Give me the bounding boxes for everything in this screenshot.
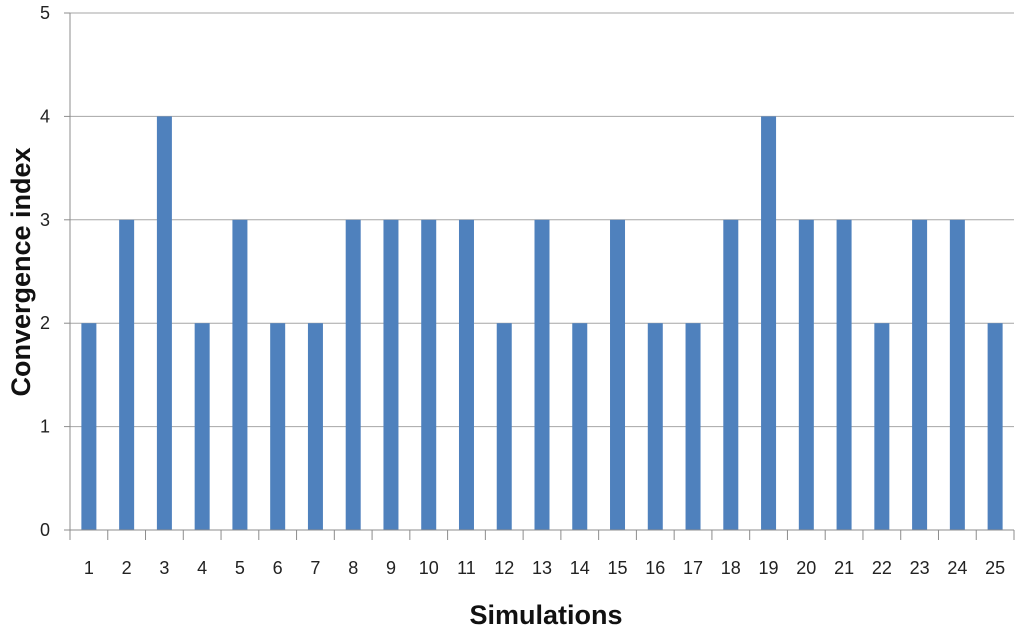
x-tick-label: 1 [84,558,94,578]
x-tick-label: 2 [122,558,132,578]
bar [949,219,965,531]
x-tick-label: 12 [494,558,514,578]
x-tick-label: 16 [645,558,665,578]
x-tick-label: 20 [796,558,816,578]
bar [836,219,852,531]
y-tick-labels: 0 1 2 3 4 5 [40,3,50,540]
y-tick-label: 4 [40,106,50,126]
x-axis-title: Simulations [469,600,622,630]
bar [685,323,701,530]
x-tick-label: 21 [834,558,854,578]
bar [81,323,97,530]
y-tick-label: 5 [40,3,50,23]
x-tick-label: 8 [348,558,358,578]
y-axis-title: Convergence index [6,147,36,396]
bar [496,323,512,530]
bar [761,116,777,531]
y-tick-label: 1 [40,417,50,437]
bar [534,219,550,531]
bar [232,219,248,531]
bar [987,323,1003,530]
bar [345,219,361,531]
bar [383,219,399,531]
x-tick-label: 4 [197,558,207,578]
bar [912,219,928,531]
y-tick-label: 3 [40,210,50,230]
x-tick-label: 19 [759,558,779,578]
bar [194,323,210,530]
bar [156,116,172,531]
y-tick-label: 0 [40,520,50,540]
x-tick-label: 18 [721,558,741,578]
bar [798,219,814,531]
x-tick-label: 22 [872,558,892,578]
bar [572,323,588,530]
bars [81,116,1003,531]
x-tick-label: 11 [457,558,476,578]
x-tick-label: 10 [419,558,439,578]
bar [421,219,437,531]
x-tick-labels: 1 2 3 4 5 6 7 8 9 10 11 12 13 14 15 16 17 18 19 20 21 22 23 24 2… [84,558,1005,578]
x-tick-label: 23 [910,558,930,578]
bar [458,219,474,531]
axes [64,12,1015,540]
x-tick-label: 13 [532,558,552,578]
x-tick-label: 6 [273,558,283,578]
bar [647,323,663,530]
x-tick-label: 3 [159,558,169,578]
y-tick-label: 2 [40,313,50,333]
x-tick-label: 15 [608,558,628,578]
bar [610,219,626,531]
bar [723,219,739,531]
bar [270,323,286,530]
x-tick-label: 14 [570,558,590,578]
x-tick-label: 5 [235,558,245,578]
bar [119,219,135,531]
bar [874,323,890,530]
x-tick-label: 9 [386,558,396,578]
bar [307,323,323,530]
x-tick-label: 25 [985,558,1005,578]
x-tick-label: 17 [683,558,703,578]
x-tick-label: 7 [310,558,320,578]
x-tick-label: 24 [947,558,967,578]
